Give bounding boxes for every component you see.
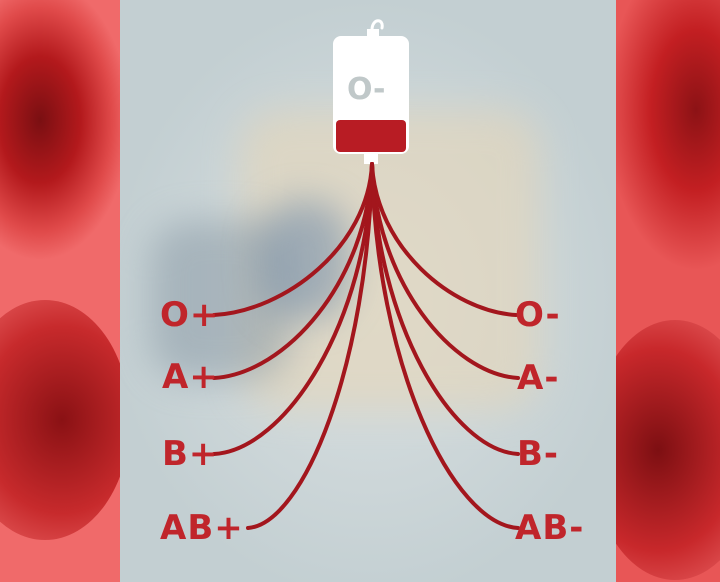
tube-to-A+ — [212, 162, 374, 380]
recipient-ab-positive: AB+ — [160, 508, 244, 548]
right-blood-cell-background — [616, 0, 720, 582]
recipient-ab-negative: AB- — [515, 508, 585, 548]
recipient-o-positive: O+ — [160, 295, 220, 335]
tube-to-O+ — [212, 162, 374, 317]
tube-to-A- — [370, 162, 520, 380]
bag-blood-type: O- — [347, 72, 386, 107]
recipient-o-negative: O- — [515, 295, 561, 335]
recipient-a-negative: A- — [517, 358, 560, 398]
tube-to-O- — [370, 162, 518, 317]
tube-to-AB+ — [246, 162, 374, 530]
tubes — [212, 162, 520, 530]
tube-to-B+ — [212, 162, 374, 456]
recipient-b-negative: B- — [517, 434, 560, 474]
tube-to-AB- — [370, 162, 520, 530]
recipient-b-positive: B+ — [162, 434, 219, 474]
recipient-a-positive: A+ — [162, 357, 219, 397]
blood-bag-icon — [333, 19, 409, 164]
tube-to-B- — [370, 162, 520, 456]
left-blood-cell-background — [0, 0, 120, 582]
